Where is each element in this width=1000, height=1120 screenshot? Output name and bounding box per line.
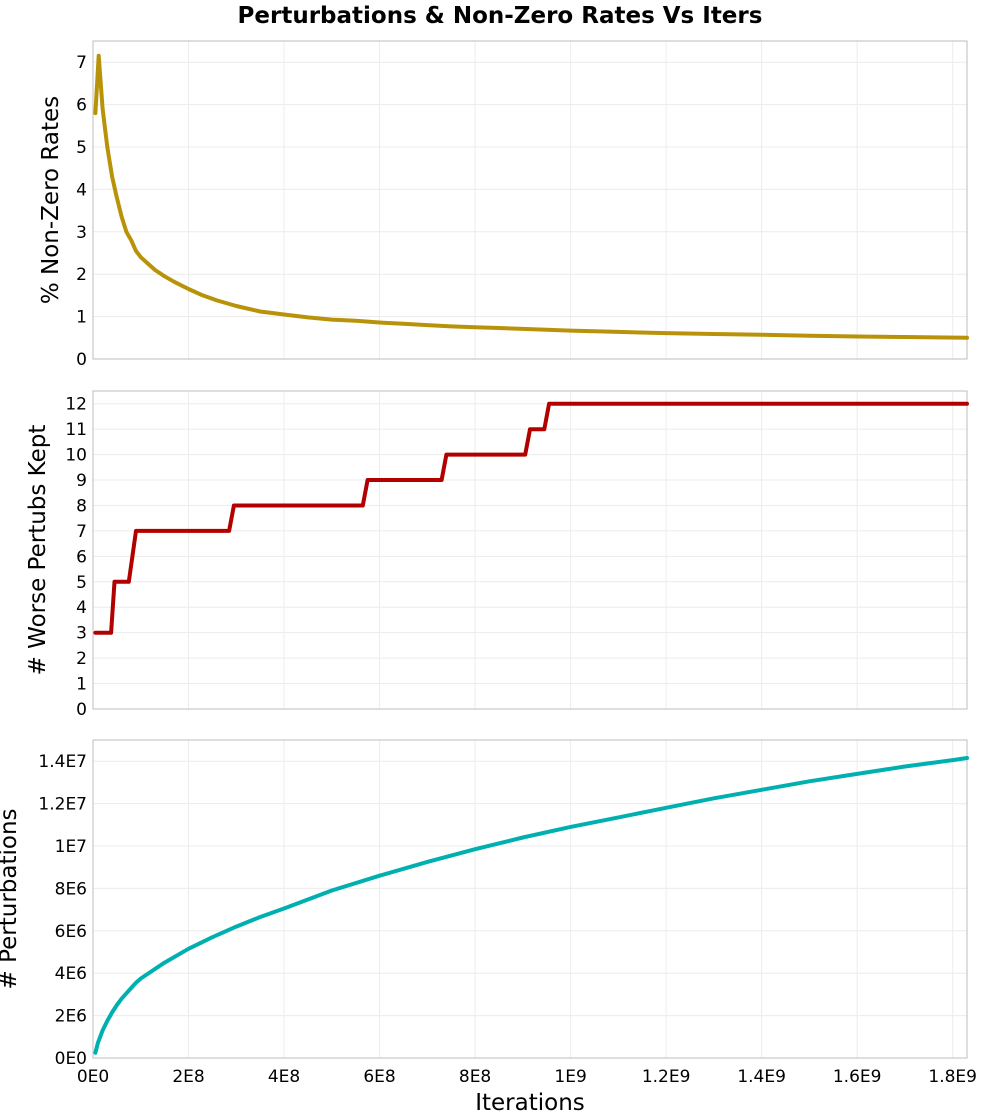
y-axis-label: % Non-Zero Rates xyxy=(38,96,64,304)
series-line-2 xyxy=(93,401,969,635)
y-tick-label: 5 xyxy=(76,138,87,158)
chart-title: Perturbations & Non-Zero Rates Vs Iters xyxy=(238,3,763,29)
y-tick-label: 7 xyxy=(76,53,87,73)
y-tick-label: 2 xyxy=(76,649,87,669)
y-tick-label: 4E6 xyxy=(55,964,87,984)
x-tick-label: 8E8 xyxy=(459,1067,491,1087)
y-tick-label: 4 xyxy=(76,180,87,200)
y-tick-label: 10 xyxy=(65,446,87,466)
x-tick-label: 6E8 xyxy=(363,1067,395,1087)
panel-1: 0 1 2 3 4 5 6 7 % Non-Zero Rates xyxy=(38,40,969,370)
y-tick-label: 12 xyxy=(65,395,87,415)
y-axis-label: # Perturbations xyxy=(0,808,22,989)
y-tick-label: 6E6 xyxy=(55,922,87,942)
x-tick-label: 4E8 xyxy=(268,1067,300,1087)
y-tick-label: 1.2E7 xyxy=(38,795,87,815)
plot-frame xyxy=(92,40,968,360)
x-tick-label: 1.4E9 xyxy=(737,1067,786,1087)
panel-3: 0E0 2E6 4E6 6E6 8E6 1E7 1.2E7 1.4E7 # Perturbati… xyxy=(0,739,977,1087)
y-tick-label: 4 xyxy=(76,598,87,618)
y-tick-label: 8 xyxy=(76,496,87,516)
plot-frame xyxy=(92,739,968,1059)
x-tick-label: 0E0 xyxy=(77,1067,109,1087)
y-tick-label: 9 xyxy=(76,471,87,491)
y-tick-label: 1 xyxy=(76,675,87,695)
x-tick-label: 1E9 xyxy=(554,1067,586,1087)
plot-frame xyxy=(92,390,968,710)
x-tick-label: 1.6E9 xyxy=(833,1067,882,1087)
x-tick-label: 2E8 xyxy=(172,1067,204,1087)
y-tick-label: 11 xyxy=(65,420,87,440)
y-tick-label: 6 xyxy=(76,547,87,567)
y-tick-label: 3 xyxy=(76,223,87,243)
y-tick-label: 2 xyxy=(76,265,87,285)
y-tick-label: 1 xyxy=(76,308,87,328)
y-tick-label: 6 xyxy=(76,96,87,116)
y-tick-label: 8E6 xyxy=(55,879,87,899)
y-axis-label: # Worse Pertubs Kept xyxy=(25,425,51,676)
x-tick-label: 1.2E9 xyxy=(642,1067,691,1087)
y-tick-label: 3 xyxy=(76,624,87,644)
y-tick-label: 2E6 xyxy=(55,1007,87,1027)
series-line-1 xyxy=(93,53,969,340)
x-tick-label: 1.8E9 xyxy=(928,1067,977,1087)
y-tick-label: 0 xyxy=(76,350,87,370)
y-tick-label: 0E0 xyxy=(55,1049,87,1069)
series-line-3 xyxy=(93,756,969,1055)
y-tick-label: 1E7 xyxy=(55,837,87,857)
y-tick-label: 7 xyxy=(76,522,87,542)
y-tick-label: 0 xyxy=(76,700,87,720)
y-tick-label: 1.4E7 xyxy=(38,752,87,772)
y-tick-label: 5 xyxy=(76,573,87,593)
x-axis-label: Iterations xyxy=(475,1090,585,1116)
